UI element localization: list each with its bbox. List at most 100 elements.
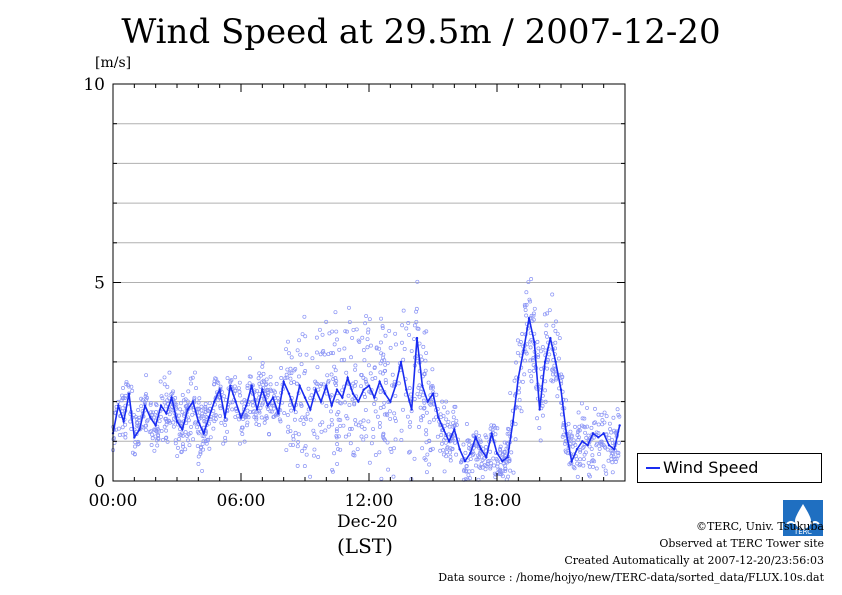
sample-point xyxy=(137,418,142,422)
sample-point xyxy=(188,431,193,435)
sample-point xyxy=(269,409,274,414)
sample-point xyxy=(388,345,393,350)
sample-point xyxy=(264,414,269,419)
sample-point xyxy=(509,450,514,455)
sample-point xyxy=(448,458,453,463)
sample-point xyxy=(574,457,579,462)
sample-point xyxy=(431,385,436,390)
sample-point xyxy=(434,392,439,397)
series-point xyxy=(458,448,461,451)
sample-point xyxy=(538,349,543,354)
series-point xyxy=(293,408,296,411)
sample-point xyxy=(431,417,436,422)
sample-point xyxy=(478,450,483,455)
sample-point xyxy=(168,407,173,412)
sample-point xyxy=(286,424,291,429)
sample-point xyxy=(120,393,125,398)
sample-point xyxy=(454,422,459,427)
sample-point xyxy=(239,400,244,405)
series-point xyxy=(447,440,451,443)
sample-point xyxy=(401,308,406,313)
sample-point xyxy=(136,439,141,444)
series-point xyxy=(351,392,355,395)
sample-point xyxy=(245,420,250,425)
sample-point xyxy=(361,437,366,442)
sample-point xyxy=(326,378,331,383)
sample-point xyxy=(264,377,269,382)
sample-point xyxy=(262,420,267,425)
sample-point xyxy=(407,450,411,455)
sample-point xyxy=(583,430,588,435)
sample-point xyxy=(385,361,390,366)
sample-point xyxy=(576,437,581,442)
sample-point xyxy=(154,428,159,433)
sample-point xyxy=(444,449,449,454)
sample-point xyxy=(354,327,359,332)
sample-point xyxy=(312,447,317,452)
sample-point xyxy=(193,370,197,375)
series-point xyxy=(197,420,200,423)
sample-point xyxy=(254,415,259,420)
sample-point xyxy=(491,463,496,468)
series-point xyxy=(522,348,525,352)
sample-point xyxy=(426,380,431,385)
series-point xyxy=(218,388,221,391)
sample-point xyxy=(607,421,612,426)
sample-point xyxy=(572,466,577,471)
sample-point xyxy=(451,409,456,414)
sample-point xyxy=(286,429,290,434)
sample-point xyxy=(412,337,417,341)
sample-point xyxy=(288,403,292,408)
sample-point xyxy=(351,381,356,386)
sample-point xyxy=(133,444,137,449)
sample-point xyxy=(407,332,412,337)
sample-point xyxy=(143,428,148,433)
sample-point xyxy=(498,448,503,453)
series-point xyxy=(330,404,333,407)
sample-point xyxy=(575,474,580,479)
sample-point xyxy=(561,425,566,430)
sample-point xyxy=(609,430,614,435)
sample-point xyxy=(508,468,513,473)
sample-point xyxy=(528,345,533,350)
footer-source: Data source : /home/hojyo/new/TERC-data/… xyxy=(438,571,824,584)
series-point xyxy=(565,432,568,435)
sample-point xyxy=(164,428,169,433)
sample-point xyxy=(439,441,444,446)
timezone-label: (LST) xyxy=(337,534,393,558)
sample-point xyxy=(308,417,313,422)
sample-point xyxy=(556,356,561,361)
sample-point xyxy=(288,429,293,433)
sample-point xyxy=(412,456,417,461)
sample-point xyxy=(466,473,471,478)
sample-point xyxy=(442,423,447,428)
sample-point xyxy=(207,401,212,406)
series-point xyxy=(442,428,445,431)
sample-point xyxy=(586,460,591,465)
sample-point xyxy=(333,381,338,386)
sample-point xyxy=(415,392,420,396)
footer-created: Created Automatically at 2007-12-20/23:5… xyxy=(564,554,824,567)
sample-point xyxy=(338,418,343,422)
sample-point xyxy=(582,452,587,457)
sample-point xyxy=(349,355,353,360)
sample-point xyxy=(553,329,558,333)
sample-point xyxy=(128,419,133,424)
sample-point xyxy=(372,366,377,370)
series-point xyxy=(469,452,472,455)
sample-point xyxy=(379,476,384,481)
sample-point xyxy=(511,470,516,475)
sample-point xyxy=(377,424,382,429)
sample-point xyxy=(582,416,587,421)
series-point xyxy=(255,408,259,411)
sample-point xyxy=(337,347,342,352)
sample-point xyxy=(488,461,493,466)
sample-point xyxy=(545,366,549,371)
sample-point xyxy=(428,447,433,452)
sample-point xyxy=(293,367,298,371)
sample-point xyxy=(309,393,314,398)
sample-point xyxy=(611,415,616,420)
sample-point xyxy=(428,386,433,391)
sample-point xyxy=(454,418,459,423)
sample-point xyxy=(514,360,518,365)
